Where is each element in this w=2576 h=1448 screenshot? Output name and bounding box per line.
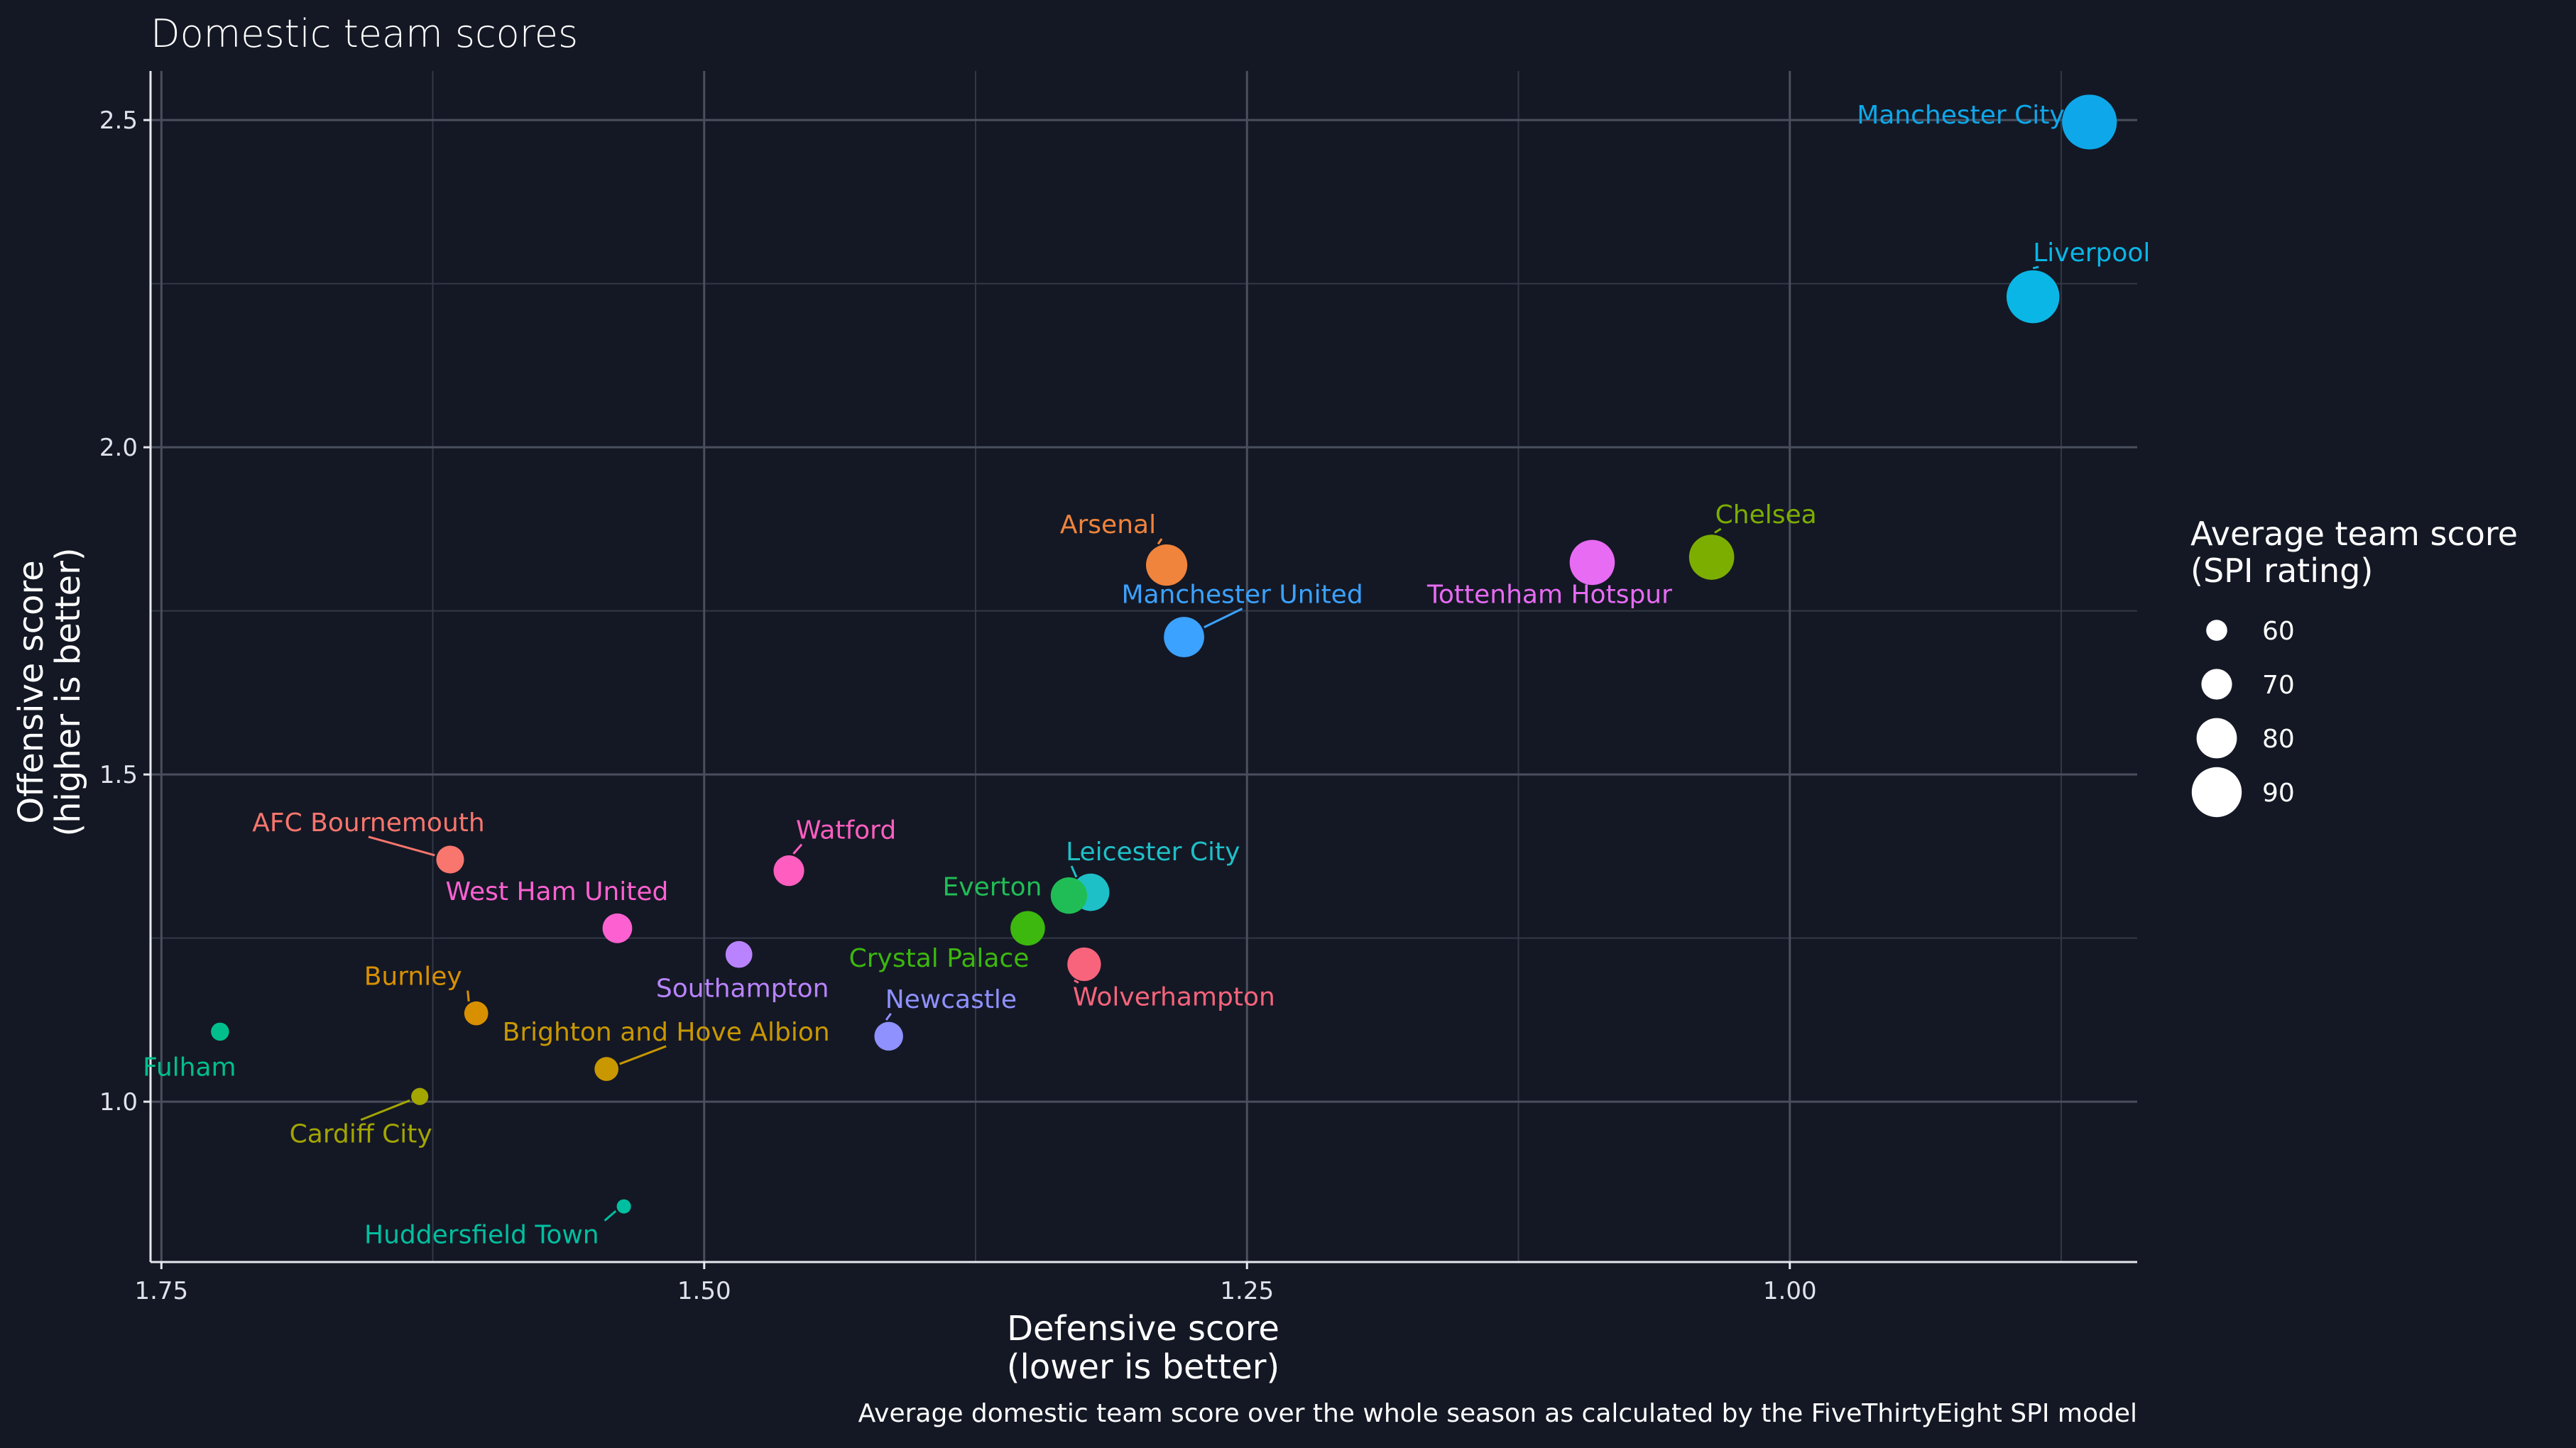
chart-caption: Average domestic team score over the who… — [858, 1399, 2137, 1428]
legend-label-70: 70 — [2262, 671, 2295, 700]
point-fulham — [211, 1022, 229, 1041]
label-everton: Everton — [943, 873, 1042, 902]
legend-key-70 — [2201, 669, 2232, 700]
axes: 1.75 1.50 1.25 1.00 1.0 1.5 2.0 2.5 — [99, 71, 2137, 1305]
label-cardiff-city: Cardiff City — [290, 1120, 432, 1149]
x-tick-label: 1.75 — [134, 1277, 188, 1305]
point-manchester-united — [1164, 617, 1204, 657]
legend-title-line-2: (SPI rating) — [2190, 552, 2373, 590]
leader-line-newcastle — [885, 1013, 892, 1021]
legend-label-80: 80 — [2262, 725, 2295, 754]
leader-line-chelsea — [1714, 527, 1722, 534]
leader-line-huddersfield-town — [604, 1210, 617, 1222]
point-crystal-palace — [1010, 911, 1045, 946]
legend-label-90: 90 — [2262, 779, 2295, 808]
label-afc-bournemouth: AFC Bournemouth — [252, 808, 484, 838]
point-liverpool — [2006, 270, 2060, 324]
point-arsenal — [1146, 544, 1188, 586]
x-axis-title-line-1: Defensive score — [1007, 1309, 1279, 1349]
x-axis-title-line-2: (lower is better) — [1007, 1347, 1279, 1387]
label-west-ham-united: West Ham United — [446, 877, 669, 906]
leader-line-manchester-united — [1204, 608, 1243, 629]
leader-line-watford — [792, 843, 803, 855]
y-axis-title-line-2: (higher is better) — [48, 547, 88, 836]
label-crystal-palace: Crystal Palace — [849, 944, 1030, 973]
legend-label-60: 60 — [2262, 617, 2295, 646]
label-tottenham-hotspur: Tottenham Hotspur — [1426, 580, 1672, 609]
data-points — [211, 94, 2117, 1214]
point-labels: Manchester City Liverpool Chelsea Tottenham… — [143, 101, 2150, 1250]
leader-line-wolverhampton — [1074, 979, 1079, 984]
label-manchester-united: Manchester United — [1121, 581, 1363, 610]
y-tick-label: 1.5 — [99, 761, 138, 789]
label-fulham: Fulham — [143, 1053, 236, 1082]
chart-title: Domestic team scores — [151, 11, 578, 56]
point-tottenham-hotspur — [1569, 539, 1615, 586]
legend-key-80 — [2196, 718, 2237, 759]
point-newcastle — [874, 1021, 903, 1051]
label-arsenal: Arsenal — [1060, 510, 1156, 539]
label-huddersfield-town: Huddersfield Town — [364, 1221, 599, 1250]
point-west-ham-united — [602, 913, 633, 943]
point-wolverhampton — [1067, 947, 1101, 982]
x-tick-label: 1.00 — [1763, 1277, 1817, 1305]
legend: 60 70 80 90 — [2191, 617, 2295, 818]
leader-line-afc-bournemouth — [368, 835, 435, 857]
point-chelsea — [1688, 534, 1735, 580]
label-manchester-city: Manchester City — [1857, 101, 2065, 130]
label-leicester-city: Leicester City — [1066, 838, 1240, 867]
point-watford — [773, 855, 804, 887]
legend-title-line-1: Average team score — [2190, 515, 2518, 553]
legend-key-90 — [2191, 767, 2242, 818]
x-tick-label: 1.25 — [1220, 1277, 1274, 1305]
x-tick-label: 1.50 — [677, 1277, 731, 1305]
leader-line-liverpool — [2032, 265, 2039, 270]
y-tick-label: 2.5 — [99, 106, 138, 135]
y-tick-label: 2.0 — [99, 434, 138, 462]
label-chelsea: Chelsea — [1715, 500, 1817, 530]
point-southampton — [725, 940, 753, 968]
point-huddersfield-town — [616, 1199, 631, 1214]
label-liverpool: Liverpool — [2033, 238, 2150, 268]
point-brighton-and-hove-albion — [594, 1057, 619, 1081]
label-newcastle: Newcastle — [885, 985, 1017, 1014]
leader-line-brighton-and-hove-albion — [619, 1045, 667, 1065]
y-axis-title: Offensive score (higher is better) — [11, 547, 88, 836]
label-wolverhampton: Wolverhampton — [1073, 983, 1275, 1012]
legend-key-60 — [2206, 620, 2227, 641]
leader-line-cardiff-city — [360, 1099, 410, 1121]
leader-line-burnley — [466, 990, 470, 1002]
point-afc-bournemouth — [436, 845, 464, 874]
grid-lines — [151, 71, 2137, 1262]
y-tick-label: 1.0 — [99, 1088, 138, 1117]
y-axis-title-line-1: Offensive score — [11, 560, 51, 823]
leader-line-leicester-city — [1070, 865, 1078, 878]
label-southampton: Southampton — [656, 975, 829, 1004]
point-everton — [1050, 877, 1088, 914]
point-manchester-city — [2062, 94, 2117, 150]
leader-line-arsenal — [1157, 538, 1163, 545]
label-brighton-and-hove-albion: Brighton and Hove Albion — [503, 1018, 830, 1047]
label-burnley: Burnley — [364, 962, 462, 992]
point-burnley — [464, 1001, 489, 1026]
point-cardiff-city — [411, 1087, 429, 1105]
label-watford: Watford — [796, 816, 896, 845]
